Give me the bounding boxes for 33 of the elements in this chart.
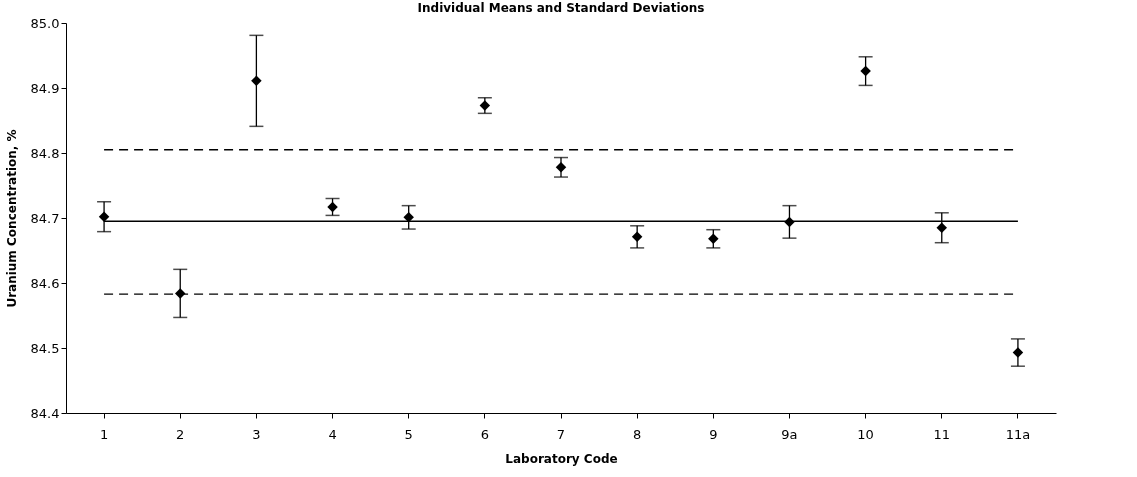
- y-tick-label: 84.8: [30, 145, 60, 161]
- point: [1012, 347, 1024, 358]
- y-axis-title: Uranium Concentration, %: [4, 129, 19, 308]
- x-tick-label: 6: [480, 426, 489, 442]
- x-tick-label: 5: [404, 426, 413, 442]
- x-tick-label: 3: [252, 426, 261, 442]
- x-axis-title: Laboratory Code: [505, 451, 618, 466]
- point: [327, 201, 338, 213]
- point: [936, 222, 948, 233]
- point: [251, 75, 262, 87]
- y-tick-label: 85.0: [30, 15, 60, 31]
- y-tick-label: 84.6: [30, 275, 60, 291]
- x-tick-label: 11a: [1005, 426, 1031, 442]
- y-tick-label: 84.7: [30, 210, 60, 226]
- chart-title: Individual Means and Standard Deviations: [417, 1, 705, 15]
- point: [708, 233, 719, 245]
- x-tick-label: 9: [709, 426, 718, 442]
- x-tick-label: 1: [99, 426, 109, 442]
- point: [860, 65, 871, 77]
- y-tick-label: 84.9: [30, 80, 60, 96]
- point: [555, 162, 567, 173]
- x-tick-label: 2: [176, 426, 185, 442]
- point: [98, 211, 110, 222]
- x-tick-label: 10: [857, 426, 874, 442]
- x-tick-label: 4: [328, 426, 337, 442]
- x-tick-label: 11: [933, 426, 951, 442]
- x-tick-label: 7: [556, 426, 566, 442]
- point: [631, 231, 643, 243]
- point: [479, 100, 491, 111]
- y-tick-label: 84.4: [30, 405, 60, 421]
- x-tick-label: 9a: [781, 426, 798, 442]
- y-tick-label: 84.5: [30, 340, 60, 356]
- x-tick-label: 8: [633, 426, 642, 442]
